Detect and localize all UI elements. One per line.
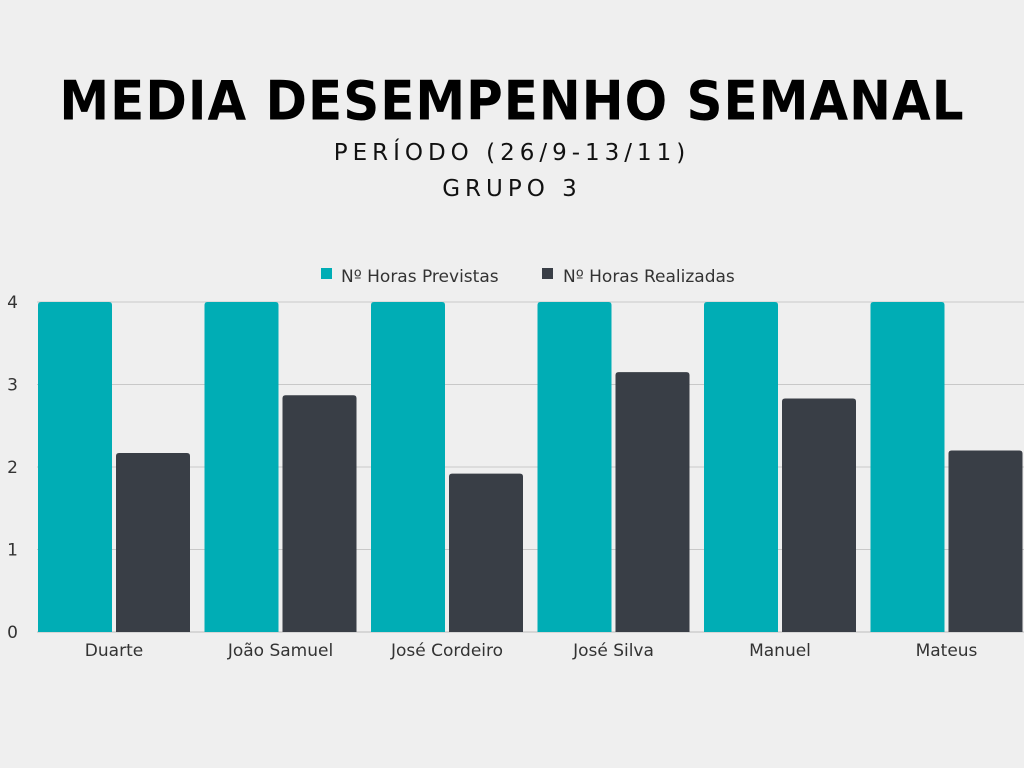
x-tick-label: Duarte: [85, 641, 143, 661]
bar-horas-realizadas: [782, 398, 856, 632]
chart-title: MEDIA DESEMPENHO SEMANAL: [59, 69, 965, 133]
x-tick-label: José Cordeiro: [390, 641, 503, 661]
y-tick-label: 2: [7, 458, 18, 478]
subtitle-group: GRUPO 3: [442, 176, 582, 202]
subtitle-period: PERÍODO (26/9-13/11): [333, 140, 691, 166]
bar-horas-previstas: [704, 302, 778, 632]
y-tick-label: 3: [7, 376, 18, 396]
bar-horas-realizadas: [282, 395, 357, 632]
bar-horas-realizadas: [116, 452, 190, 632]
legend-swatch: [321, 268, 332, 279]
legend-label: Nº Horas Realizadas: [563, 267, 735, 287]
bar-horas-previstas: [204, 302, 279, 632]
x-tick-label: João Samuel: [227, 641, 333, 661]
bar-horas-previstas: [371, 302, 445, 632]
bar-horas-previstas: [537, 302, 612, 632]
x-tick-label: Manuel: [749, 641, 811, 661]
bar-horas-realizadas: [449, 473, 523, 632]
x-tick-label: José Silva: [572, 641, 654, 661]
legend-swatch: [542, 268, 553, 279]
legend-label: Nº Horas Previstas: [341, 267, 499, 287]
y-tick-label: 0: [7, 623, 18, 643]
bar-horas-realizadas: [948, 450, 1023, 632]
x-tick-label: Mateus: [916, 641, 978, 661]
y-tick-label: 4: [7, 293, 18, 313]
bar-horas-previstas: [38, 302, 112, 632]
y-tick-label: 1: [7, 541, 18, 561]
bar-horas-realizadas: [615, 372, 690, 632]
bar-horas-previstas: [870, 302, 945, 632]
